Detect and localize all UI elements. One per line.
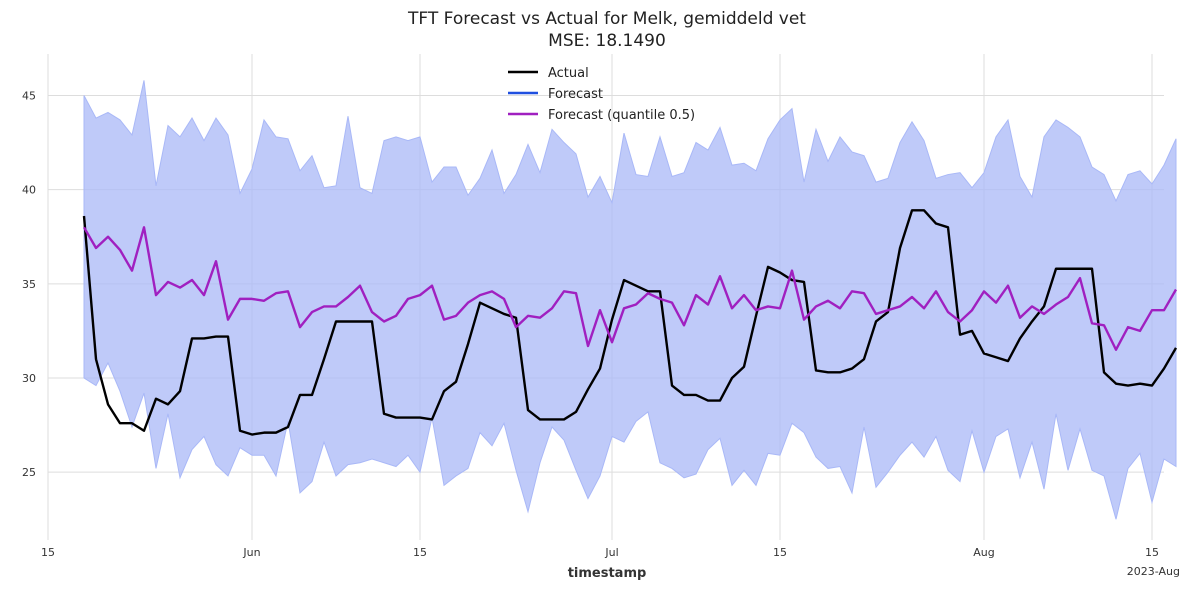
y-tick-label: 40 [22,184,36,197]
forecast-band [83,80,1177,520]
x-tick-label: 15 [41,546,55,559]
chart-title: TFT Forecast vs Actual for Melk, gemidde… [407,9,806,29]
legend-label-forecast: Forecast [548,87,603,102]
x-axis-ticks: 15 Jun 15 Jul 15 Aug 15 [41,546,1159,559]
series-line-actual [82,209,1178,436]
x-tick-label: 15 [773,546,787,559]
x-tick-label: Aug [973,546,994,559]
legend: Actual Forecast Forecast (quantile 0.5) [508,66,695,123]
y-tick-label: 25 [22,466,36,479]
legend-label-actual: Actual [548,66,589,81]
x-axis-label: timestamp [568,566,647,581]
series-lines [82,209,1178,436]
legend-label-forecast-quantile-0-5: Forecast (quantile 0.5) [548,108,695,123]
y-tick-label: 35 [22,278,36,291]
y-axis-ticks: 25 30 35 40 45 [22,89,36,479]
x-tick-label: Jun [242,546,260,559]
series-line-forecast-quantile-0-5 [82,226,1178,351]
y-tick-label: 45 [22,89,36,102]
x-tick-label: 15 [413,546,427,559]
forecast-interval-area [83,80,1177,520]
x-tick-label: Jul [604,546,618,559]
x-tick-label: 15 [1145,546,1159,559]
chart-subtitle: MSE: 18.1490 [548,31,666,51]
x-offset-label: 2023-Aug [1127,565,1180,578]
y-tick-label: 30 [22,372,36,385]
